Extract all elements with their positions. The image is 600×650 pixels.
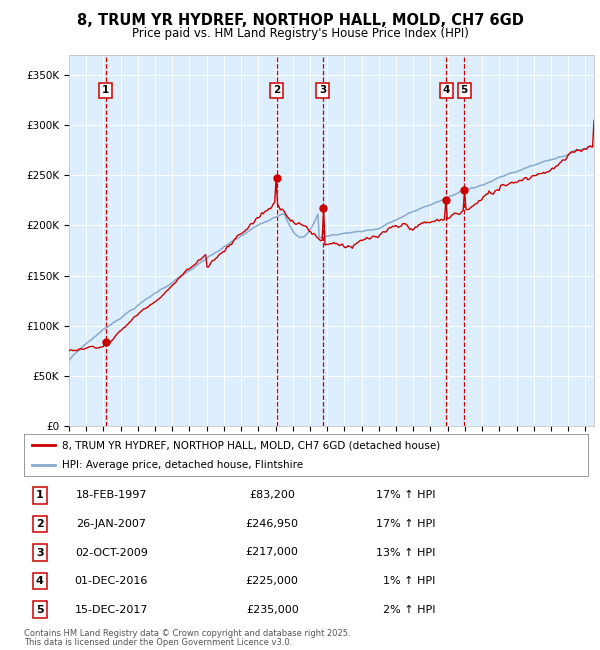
Text: 8, TRUM YR HYDREF, NORTHOP HALL, MOLD, CH7 6GD (detached house): 8, TRUM YR HYDREF, NORTHOP HALL, MOLD, C… — [62, 441, 440, 450]
Text: £246,950: £246,950 — [245, 519, 299, 529]
Text: 4: 4 — [443, 85, 450, 96]
Text: 17% ↑ HPI: 17% ↑ HPI — [376, 519, 436, 529]
Text: 18-FEB-1997: 18-FEB-1997 — [76, 490, 147, 501]
Text: 1% ↑ HPI: 1% ↑ HPI — [383, 576, 436, 586]
Text: 02-OCT-2009: 02-OCT-2009 — [75, 547, 148, 558]
Text: 1: 1 — [36, 490, 44, 501]
Text: 01-DEC-2016: 01-DEC-2016 — [75, 576, 148, 586]
Text: 8, TRUM YR HYDREF, NORTHOP HALL, MOLD, CH7 6GD: 8, TRUM YR HYDREF, NORTHOP HALL, MOLD, C… — [77, 13, 523, 28]
Text: £217,000: £217,000 — [246, 547, 299, 558]
Text: 3: 3 — [36, 547, 44, 558]
Text: 3: 3 — [319, 85, 326, 96]
Text: 2% ↑ HPI: 2% ↑ HPI — [383, 604, 436, 615]
Text: £83,200: £83,200 — [249, 490, 295, 501]
Text: This data is licensed under the Open Government Licence v3.0.: This data is licensed under the Open Gov… — [24, 638, 292, 647]
Text: 26-JAN-2007: 26-JAN-2007 — [76, 519, 146, 529]
Text: 2: 2 — [36, 519, 44, 529]
Text: 4: 4 — [36, 576, 44, 586]
Text: 2: 2 — [273, 85, 280, 96]
Text: HPI: Average price, detached house, Flintshire: HPI: Average price, detached house, Flin… — [62, 460, 304, 470]
Text: 5: 5 — [461, 85, 468, 96]
Text: £225,000: £225,000 — [246, 576, 299, 586]
Text: £235,000: £235,000 — [246, 604, 299, 615]
Text: 5: 5 — [36, 604, 44, 615]
Text: 15-DEC-2017: 15-DEC-2017 — [74, 604, 148, 615]
Text: 13% ↑ HPI: 13% ↑ HPI — [376, 547, 436, 558]
Text: Price paid vs. HM Land Registry's House Price Index (HPI): Price paid vs. HM Land Registry's House … — [131, 27, 469, 40]
Text: 1: 1 — [102, 85, 109, 96]
Text: 17% ↑ HPI: 17% ↑ HPI — [376, 490, 436, 501]
Text: Contains HM Land Registry data © Crown copyright and database right 2025.: Contains HM Land Registry data © Crown c… — [24, 629, 350, 638]
